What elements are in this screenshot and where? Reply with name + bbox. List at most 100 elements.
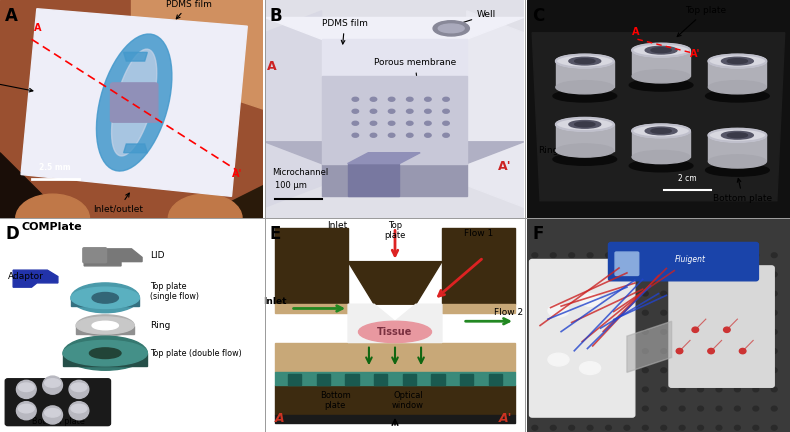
Ellipse shape bbox=[679, 272, 685, 277]
Ellipse shape bbox=[739, 348, 746, 354]
Ellipse shape bbox=[371, 133, 377, 137]
Polygon shape bbox=[709, 135, 766, 162]
Ellipse shape bbox=[545, 302, 572, 327]
Ellipse shape bbox=[735, 291, 740, 296]
Ellipse shape bbox=[606, 330, 611, 334]
Ellipse shape bbox=[660, 349, 667, 353]
Text: A: A bbox=[34, 22, 42, 32]
Ellipse shape bbox=[660, 253, 667, 257]
Ellipse shape bbox=[551, 272, 556, 277]
Ellipse shape bbox=[77, 315, 134, 336]
Ellipse shape bbox=[69, 402, 88, 420]
Ellipse shape bbox=[580, 362, 600, 375]
Ellipse shape bbox=[624, 406, 630, 411]
Ellipse shape bbox=[771, 310, 777, 315]
Ellipse shape bbox=[753, 310, 758, 315]
Ellipse shape bbox=[753, 368, 758, 372]
Polygon shape bbox=[111, 49, 156, 156]
Ellipse shape bbox=[698, 272, 703, 277]
Ellipse shape bbox=[17, 402, 36, 420]
Ellipse shape bbox=[728, 133, 747, 138]
Ellipse shape bbox=[569, 349, 574, 353]
Polygon shape bbox=[317, 375, 330, 385]
Ellipse shape bbox=[92, 321, 118, 330]
Ellipse shape bbox=[587, 406, 593, 411]
Polygon shape bbox=[556, 124, 614, 150]
Ellipse shape bbox=[574, 59, 595, 64]
Ellipse shape bbox=[735, 272, 740, 277]
Ellipse shape bbox=[660, 426, 667, 430]
Ellipse shape bbox=[660, 387, 667, 392]
Ellipse shape bbox=[71, 404, 87, 413]
Ellipse shape bbox=[569, 272, 574, 277]
Ellipse shape bbox=[17, 380, 36, 398]
FancyBboxPatch shape bbox=[529, 260, 635, 417]
Text: A: A bbox=[632, 27, 640, 37]
Ellipse shape bbox=[753, 426, 758, 430]
Ellipse shape bbox=[407, 109, 413, 113]
Ellipse shape bbox=[92, 292, 118, 303]
Ellipse shape bbox=[651, 128, 671, 133]
Ellipse shape bbox=[587, 330, 593, 334]
Ellipse shape bbox=[624, 310, 630, 315]
Ellipse shape bbox=[679, 368, 685, 372]
Ellipse shape bbox=[753, 253, 758, 257]
Polygon shape bbox=[345, 375, 359, 385]
Ellipse shape bbox=[698, 253, 703, 257]
Text: Well: Well bbox=[455, 10, 496, 25]
Text: Bottom
plate: Bottom plate bbox=[320, 391, 351, 410]
Ellipse shape bbox=[679, 310, 685, 315]
Ellipse shape bbox=[642, 368, 649, 372]
Ellipse shape bbox=[698, 426, 703, 430]
Polygon shape bbox=[85, 249, 142, 266]
Ellipse shape bbox=[587, 368, 593, 372]
Ellipse shape bbox=[630, 160, 693, 172]
Ellipse shape bbox=[587, 310, 593, 315]
Ellipse shape bbox=[532, 368, 538, 372]
Text: Porous membrane: Porous membrane bbox=[374, 58, 456, 101]
Ellipse shape bbox=[753, 349, 758, 353]
Text: Bottom plate: Bottom plate bbox=[32, 416, 85, 426]
Ellipse shape bbox=[551, 291, 556, 296]
Ellipse shape bbox=[709, 155, 766, 168]
Ellipse shape bbox=[606, 349, 611, 353]
Ellipse shape bbox=[371, 121, 377, 125]
Polygon shape bbox=[556, 61, 614, 87]
Ellipse shape bbox=[43, 376, 62, 394]
Polygon shape bbox=[322, 164, 467, 196]
Ellipse shape bbox=[577, 292, 604, 317]
Polygon shape bbox=[265, 219, 525, 432]
Ellipse shape bbox=[551, 349, 556, 353]
Ellipse shape bbox=[716, 426, 722, 430]
Ellipse shape bbox=[551, 253, 556, 257]
Polygon shape bbox=[265, 0, 524, 218]
Polygon shape bbox=[374, 375, 387, 385]
Polygon shape bbox=[322, 76, 467, 164]
Ellipse shape bbox=[587, 387, 593, 392]
Ellipse shape bbox=[442, 109, 450, 113]
Ellipse shape bbox=[660, 310, 667, 315]
Polygon shape bbox=[489, 375, 502, 385]
Ellipse shape bbox=[632, 124, 690, 137]
Ellipse shape bbox=[532, 426, 538, 430]
Text: D: D bbox=[6, 226, 19, 243]
Text: A: A bbox=[275, 413, 284, 426]
Ellipse shape bbox=[705, 90, 769, 102]
Ellipse shape bbox=[433, 21, 469, 36]
Ellipse shape bbox=[660, 406, 667, 411]
Ellipse shape bbox=[753, 330, 758, 334]
Ellipse shape bbox=[587, 426, 593, 430]
Ellipse shape bbox=[624, 426, 630, 430]
Ellipse shape bbox=[574, 122, 595, 127]
Ellipse shape bbox=[753, 406, 758, 411]
Polygon shape bbox=[275, 372, 515, 385]
Polygon shape bbox=[467, 11, 524, 207]
Ellipse shape bbox=[606, 387, 611, 392]
Ellipse shape bbox=[716, 406, 722, 411]
Ellipse shape bbox=[630, 79, 693, 91]
FancyBboxPatch shape bbox=[111, 83, 158, 122]
Ellipse shape bbox=[724, 327, 730, 333]
Ellipse shape bbox=[569, 426, 574, 430]
Polygon shape bbox=[632, 50, 690, 76]
Ellipse shape bbox=[735, 253, 740, 257]
